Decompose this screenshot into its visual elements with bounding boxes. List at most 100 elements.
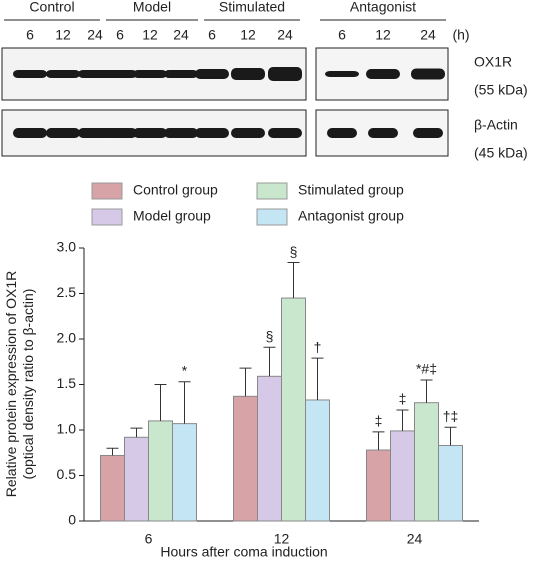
blot-band <box>195 69 229 79</box>
blot-band <box>103 128 137 138</box>
time-label: 12 <box>375 27 391 43</box>
legend-label: Control group <box>133 182 218 198</box>
blot-band <box>268 128 302 138</box>
group-label: Control <box>29 0 74 15</box>
bar <box>281 297 306 522</box>
error-bar <box>130 427 143 438</box>
time-label: 12 <box>142 27 158 43</box>
legend-label: Antagonist group <box>298 208 404 224</box>
error-bar <box>420 379 433 403</box>
group-label: Model <box>133 0 171 15</box>
time-label: 24 <box>277 27 293 43</box>
blot-band <box>231 68 265 80</box>
blot-band <box>411 68 445 80</box>
blot-band <box>268 67 302 81</box>
blot-band <box>13 70 47 78</box>
blot-band <box>195 128 229 138</box>
significance-mark: † <box>314 339 322 355</box>
bar <box>172 423 197 522</box>
y-axis-label-line: (optical density ratio to β-actin) <box>20 289 36 480</box>
blot-band <box>133 128 167 138</box>
error-bar <box>154 384 167 421</box>
error-bar <box>396 409 409 431</box>
bar <box>257 375 282 522</box>
blot-band <box>78 128 112 138</box>
significance-mark: § <box>290 243 298 259</box>
blot-band <box>366 69 400 79</box>
legend-swatch <box>256 208 288 226</box>
legend-swatch <box>91 182 123 200</box>
bar <box>305 399 330 522</box>
bar <box>366 449 391 522</box>
blot-band <box>46 70 80 78</box>
unit-label: (h) <box>452 27 469 43</box>
bar <box>233 395 258 522</box>
blot-row-label: OX1R <box>474 54 512 70</box>
y-axis-label-line: Relative protein expression of OX1R <box>3 271 19 497</box>
bar <box>148 420 173 522</box>
y-tick-label: 3.0 <box>57 239 77 255</box>
blot-row-size: (45 kDa) <box>474 145 528 161</box>
y-tick-label: 0.5 <box>57 466 77 482</box>
time-label: 24 <box>420 27 436 43</box>
significance-mark: ‡ <box>375 413 383 429</box>
time-label: 12 <box>240 27 256 43</box>
time-label: 24 <box>87 27 103 43</box>
blot-band <box>327 128 357 138</box>
legend-label: Model group <box>133 208 211 224</box>
blot-band <box>164 128 198 138</box>
error-bar <box>178 381 191 424</box>
error-bar <box>106 447 119 456</box>
x-tick-label: 6 <box>145 531 153 547</box>
significance-mark: ‡ <box>399 391 407 407</box>
legend-swatch <box>256 182 288 200</box>
time-label: 6 <box>338 27 346 43</box>
blot-band <box>13 128 47 138</box>
y-tick-label: 0 <box>68 512 76 528</box>
time-label: 12 <box>55 27 71 43</box>
error-bar <box>372 431 385 451</box>
significance-mark: †‡ <box>443 408 459 424</box>
x-tick-label: 24 <box>407 531 423 547</box>
significance-mark: * <box>182 362 188 378</box>
error-bar <box>444 426 457 446</box>
bar <box>124 436 149 522</box>
blot-band <box>46 128 80 138</box>
significance-mark: § <box>266 328 274 344</box>
bar <box>100 454 125 522</box>
legend-label: Stimulated group <box>298 182 404 198</box>
blot-band <box>413 128 443 138</box>
time-label: 6 <box>116 27 124 43</box>
y-tick-label: 1.0 <box>57 421 77 437</box>
y-axis-label: Relative protein expression of OX1R(opti… <box>3 271 36 497</box>
error-bar <box>287 262 300 299</box>
blot-band <box>368 128 398 138</box>
error-bar <box>311 357 324 400</box>
blot-band <box>78 70 112 78</box>
x-tick-label: 12 <box>274 531 290 547</box>
blot-row-size: (55 kDa) <box>474 82 528 98</box>
blot-band <box>325 71 359 77</box>
blot-band <box>103 70 137 78</box>
bar <box>390 430 415 522</box>
time-label: 24 <box>173 27 189 43</box>
group-label: Antagonist <box>350 0 416 15</box>
y-tick-label: 1.5 <box>57 375 77 391</box>
legend-swatch <box>91 208 123 226</box>
blot-band <box>164 70 198 78</box>
error-bar <box>239 367 252 397</box>
error-bar <box>263 346 276 377</box>
western-blot <box>1 47 449 157</box>
blot-band <box>133 70 167 78</box>
bar <box>438 444 463 522</box>
blot-row-label: β-Actin <box>474 117 518 133</box>
x-axis-label: Hours after coma induction <box>160 544 327 560</box>
blot-band <box>231 128 265 138</box>
group-label: Stimulated <box>219 0 285 15</box>
bar <box>414 402 439 522</box>
time-label: 6 <box>26 27 34 43</box>
significance-mark: *#‡ <box>416 361 437 377</box>
y-tick-label: 2.0 <box>57 330 77 346</box>
time-label: 6 <box>208 27 216 43</box>
